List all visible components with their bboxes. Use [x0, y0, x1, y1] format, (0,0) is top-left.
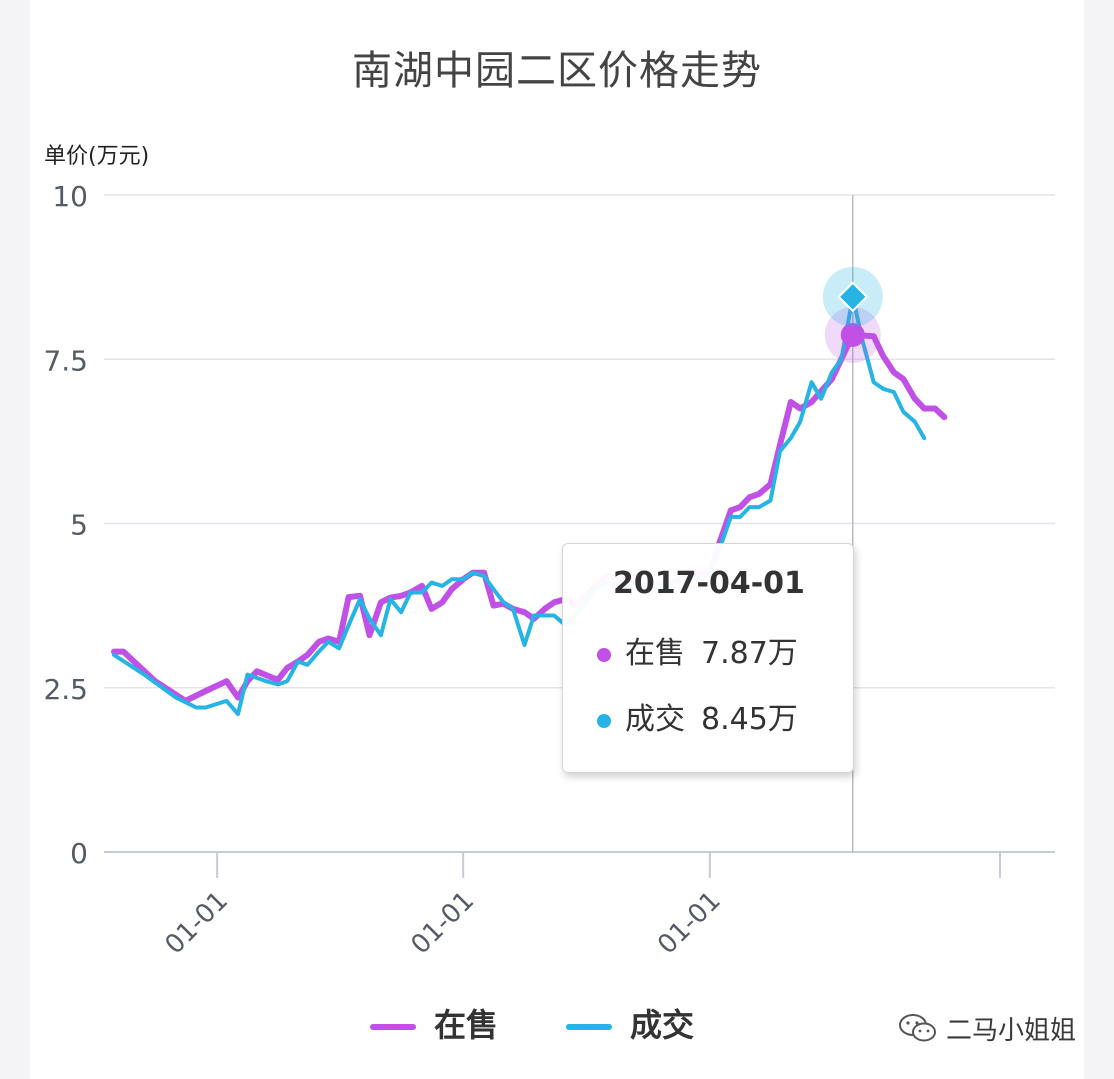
tooltip-value-deal: 8.45万: [701, 702, 798, 737]
tooltip-label-deal: 成交: [625, 702, 685, 737]
listing-highlight-point: [840, 322, 865, 347]
legend-item-listing[interactable]: 在售: [370, 1000, 498, 1046]
x-tick-label: 01-01: [405, 886, 480, 961]
highlight-markers: [822, 266, 883, 363]
y-tick-label: 10: [52, 180, 88, 213]
price-trend-chart[interactable]: 0 2.5 5 7.5 10 01-01 01-01 01-01: [0, 0, 1114, 1000]
series-lines: [111, 294, 948, 716]
tooltip-row-deal: 成交 8.45万: [597, 694, 798, 738]
legend-item-deal[interactable]: 成交: [566, 1000, 694, 1046]
grid-lines: [104, 194, 1055, 853]
chart-title: 南湖中园二区价格走势: [352, 48, 762, 94]
legend-swatch-deal: [566, 1024, 612, 1030]
watermark-text: 二马小姐姐: [946, 1016, 1077, 1046]
watermark: 二马小姐姐: [898, 1010, 1076, 1051]
series-line-deal: [112, 294, 927, 716]
wechat-icon: [898, 1012, 938, 1051]
legend-label-deal: 成交: [630, 1006, 695, 1044]
tooltip-dot-deal: [597, 713, 611, 728]
x-tick-label: 01-01: [159, 886, 234, 961]
y-tick-label: 5: [70, 509, 88, 542]
y-axis-label: 单价(万元): [44, 144, 150, 169]
y-tick-label: 0: [70, 837, 88, 870]
x-tick-label: 01-01: [652, 886, 727, 961]
chart-card: [30, 0, 1084, 1079]
tooltip-date: 2017-04-01: [613, 566, 805, 601]
tooltip-dot-listing: [597, 647, 611, 662]
tooltip-value-listing: 7.87万: [701, 636, 798, 671]
legend-swatch-listing: [370, 1024, 416, 1030]
tooltip-row-listing: 在售 7.87万: [597, 628, 798, 672]
deal-highlight-point: [837, 281, 869, 313]
tooltip-label-listing: 在售: [625, 636, 685, 671]
legend-label-listing: 在售: [434, 1006, 499, 1044]
data-tooltip: 2017-04-01 在售 7.87万 成交 8.45万: [562, 543, 854, 773]
y-tick-label: 7.5: [43, 344, 88, 377]
y-tick-label: 2.5: [43, 673, 88, 706]
